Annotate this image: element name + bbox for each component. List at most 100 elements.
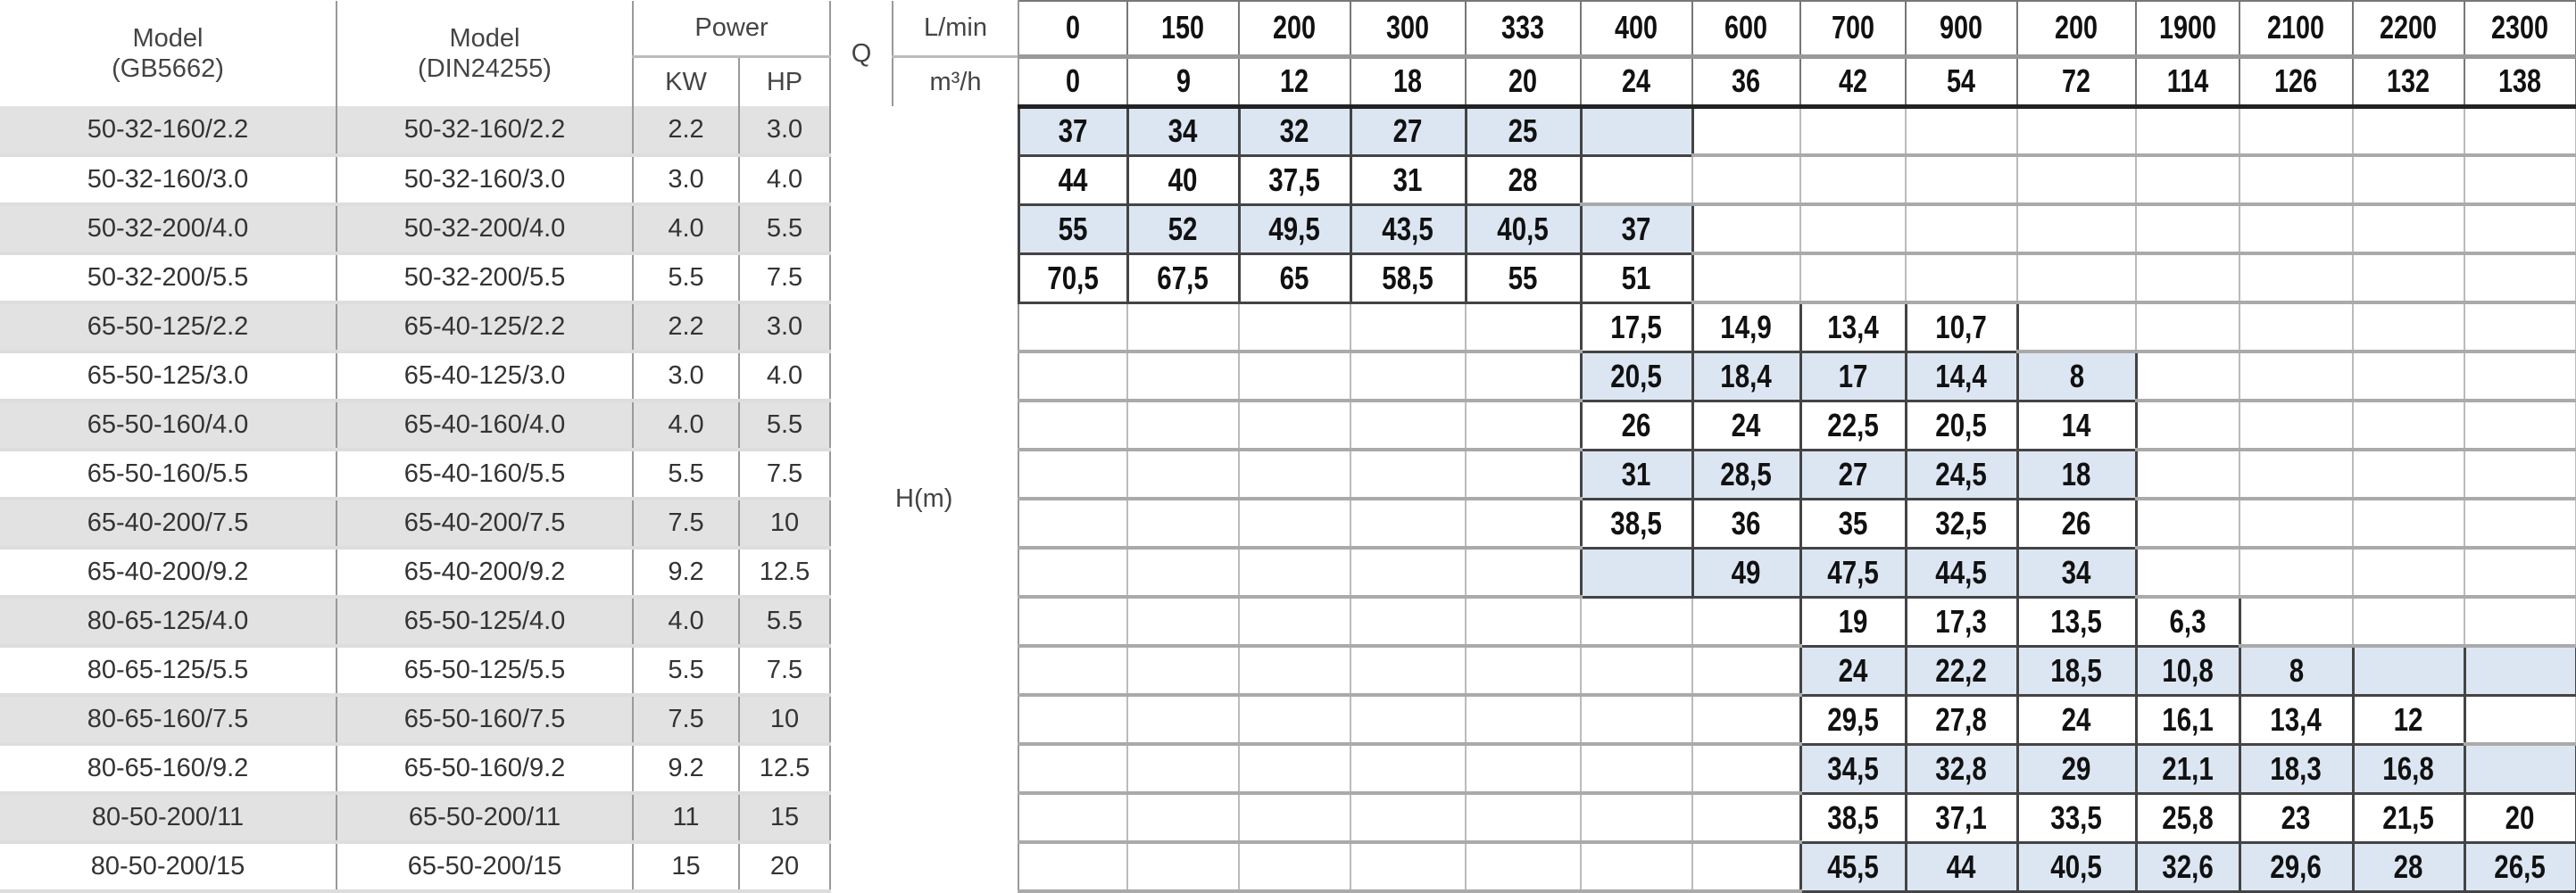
cell-hp: 7.5 — [739, 450, 832, 500]
head-value-cell — [2135, 105, 2241, 157]
head-value-cell — [1465, 645, 1583, 697]
head-value-cell — [2464, 154, 2576, 206]
head-value-cell: 14 — [2015, 399, 2138, 451]
head-value: 24 — [1838, 651, 1868, 689]
head-value-cell: 28 — [1464, 153, 1583, 206]
flow-lmin-header: 400 — [1580, 0, 1694, 59]
head-value-cell — [1350, 743, 1467, 795]
head-value-cell — [2135, 252, 2241, 304]
flow-lmin-header: 2300 — [2464, 0, 2576, 59]
head-value-cell: 19 — [1799, 595, 1907, 648]
head-value-cell: 49,5 — [1237, 203, 1352, 255]
head-value-cell — [1905, 154, 2019, 206]
head-value: 43,5 — [1382, 210, 1434, 247]
head-value-cell — [1126, 400, 1241, 451]
flow-m3h-header: 0 — [1018, 55, 1129, 109]
head-value-cell: 28 — [2351, 840, 2466, 893]
head-value-cell — [1691, 596, 1802, 648]
head-value-cell: 24,5 — [1904, 448, 2019, 500]
cell-hp: 5.5 — [739, 401, 832, 451]
head-value-cell — [1905, 105, 2019, 157]
head-value-cell — [2239, 351, 2355, 402]
head-value-cell: 49 — [1691, 546, 1802, 599]
head-value-cell: 44,5 — [1904, 546, 2019, 599]
head-value-cell — [1350, 792, 1467, 844]
head-value: 28 — [2394, 848, 2423, 885]
table-row: 80-65-160/7.5 65-50-160/7.5 7.5 10 29,5 27,8 2… — [0, 693, 2576, 746]
head-value-cell — [1465, 449, 1583, 500]
head-value-cell: 17 — [1799, 350, 1907, 402]
head-value: 8 — [2069, 357, 2084, 394]
header-power: Power — [633, 1, 832, 56]
cell-din: 65-40-125/2.2 — [337, 302, 634, 353]
head-value-cell: 38,5 — [1799, 791, 1907, 844]
cell-kw: 7.5 — [633, 695, 740, 746]
head-value-cell: 13,5 — [2015, 595, 2138, 648]
flow-m3h-value: 138 — [2498, 62, 2542, 99]
head-value: 70,5 — [1047, 259, 1099, 296]
head-value-cell: 16,1 — [2134, 693, 2241, 746]
head-value-cell — [2016, 105, 2138, 157]
flow-m3h-header: 54 — [1905, 55, 2019, 109]
head-value: 28,5 — [1720, 455, 1773, 492]
head-value-cell — [1580, 792, 1694, 844]
head-value-cell: 36 — [1691, 497, 1802, 550]
flow-m3h-header: 12 — [1238, 55, 1352, 109]
cell-kw: 9.2 — [633, 548, 740, 599]
head-value-cell: 29,6 — [2238, 840, 2355, 893]
head-value: 13,4 — [2270, 700, 2323, 738]
head-value-cell: 38,5 — [1579, 497, 1694, 550]
header-unit-lmin: L/min — [893, 1, 1020, 56]
head-value: 27 — [1838, 455, 1868, 492]
head-value-cell: 8 — [2015, 350, 2138, 402]
head-value-cell — [2464, 302, 2576, 353]
head-value: 44 — [1947, 848, 1976, 885]
head-value: 65 — [1280, 259, 1309, 296]
head-value-cell — [1018, 351, 1129, 402]
head-value: 34 — [1168, 112, 1198, 149]
cell-gb: 80-50-200/11 — [0, 793, 337, 844]
head-value: 16,1 — [2162, 700, 2214, 738]
head-value-cell — [2351, 644, 2466, 697]
head-value-cell — [2239, 498, 2355, 550]
head-value: 10,8 — [2162, 651, 2214, 689]
flow-lmin-header: 1900 — [2135, 0, 2241, 59]
head-value-cell — [1465, 351, 1583, 402]
cell-hp: 7.5 — [739, 646, 832, 697]
head-value: 49,5 — [1268, 210, 1321, 247]
head-value: 13,5 — [2050, 602, 2103, 640]
head-value-cell: 26 — [1579, 399, 1694, 451]
head-value-cell: 32 — [1237, 104, 1352, 157]
head-value: 49 — [1732, 553, 1761, 591]
head-value: 37 — [1058, 112, 1088, 149]
head-value-cell — [2016, 203, 2138, 255]
head-value-cell — [2239, 203, 2355, 255]
head-value-cell — [1238, 596, 1352, 648]
head-value: 40,5 — [2050, 848, 2103, 885]
cell-gb: 65-50-125/2.2 — [0, 302, 337, 353]
head-value-cell: 47,5 — [1799, 546, 1907, 599]
header-hp: HP — [739, 54, 832, 106]
cell-hp: 3.0 — [739, 302, 832, 353]
head-value-cell: 34 — [2015, 546, 2138, 599]
head-value-cell: 17,5 — [1579, 301, 1694, 353]
cell-gb: 80-50-200/15 — [0, 842, 337, 893]
head-value-cell — [1350, 498, 1467, 550]
cell-gb: 50-32-160/2.2 — [0, 106, 337, 157]
cell-din: 65-40-125/3.0 — [337, 351, 634, 402]
head-value: 14,9 — [1720, 308, 1773, 345]
head-value-cell — [2352, 547, 2466, 599]
cell-gb: 65-40-200/9.2 — [0, 548, 337, 599]
flow-lmin-header: 700 — [1799, 0, 1907, 59]
head-value: 19 — [1838, 602, 1868, 640]
head-value-cell — [1018, 302, 1129, 353]
head-value-cell: 44 — [1017, 153, 1129, 206]
head-value-cell: 27,8 — [1904, 693, 2019, 746]
head-value-cell — [2239, 400, 2355, 451]
head-value-cell — [2135, 547, 2241, 599]
head-value: 13,4 — [1827, 308, 1879, 345]
head-value-cell — [2352, 449, 2466, 500]
head-value-cell — [1126, 792, 1241, 844]
head-value-cell — [1126, 351, 1241, 402]
head-value-cell: 40,5 — [2015, 840, 2138, 893]
